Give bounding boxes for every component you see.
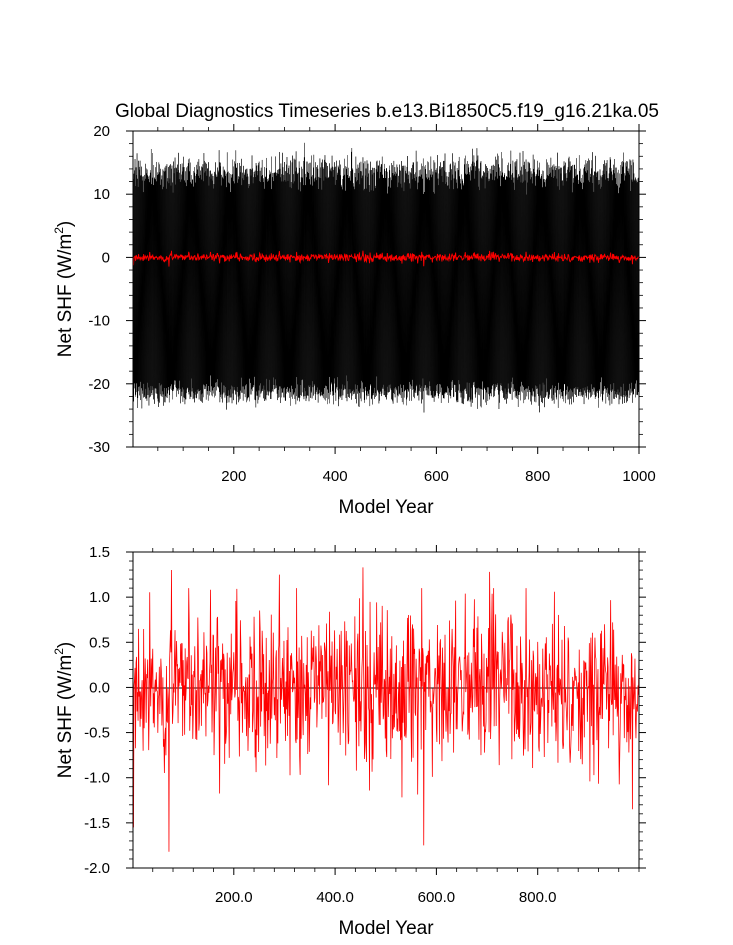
y-tick-label: 1.0 xyxy=(89,589,110,606)
top-y-axis-label: Net SHF (W/m2) xyxy=(52,221,76,358)
y-tick-label: 0 xyxy=(102,249,110,266)
y-tick-label: 10 xyxy=(93,186,110,203)
x-tick-label: 600.0 xyxy=(418,889,456,906)
x-tick-label: 800.0 xyxy=(519,889,557,906)
y-tick-label: -2.0 xyxy=(84,860,110,877)
monthly-series-line xyxy=(132,142,640,413)
bottom-y-axis-label: Net SHF (W/m2) xyxy=(52,642,76,779)
x-tick-label: 800 xyxy=(525,468,550,485)
annual-series-line xyxy=(132,250,640,267)
top-panel: 200 400 600 800 1000 -30 -20 -10 0 10 20 Model Yea… xyxy=(52,123,656,518)
y-tick-label: 20 xyxy=(93,123,110,140)
x-tick-label: 1000 xyxy=(622,468,655,485)
x-tick-label: 200 xyxy=(221,468,246,485)
bottom-panel: 200.0 400.0 600.0 800.0 -2.0 -1.5 -1.0 -0.5 0.0 0… xyxy=(52,544,646,939)
y-tick-label: -10 xyxy=(88,313,110,330)
y-tick-label: 0.0 xyxy=(89,679,110,696)
y-tick-label: 1.5 xyxy=(89,544,110,561)
y-tick-label: 0.5 xyxy=(89,634,110,651)
y-tick-label: -1.0 xyxy=(84,770,110,787)
y-tick-label: -20 xyxy=(88,376,110,393)
x-tick-label: 200.0 xyxy=(215,889,253,906)
x-tick-label: 400.0 xyxy=(316,889,354,906)
top-x-axis-label: Model Year xyxy=(338,497,434,518)
x-tick-label: 400 xyxy=(323,468,348,485)
y-tick-label: -0.5 xyxy=(84,725,110,742)
annual-series-line xyxy=(132,567,640,852)
bottom-x-axis-label: Model Year xyxy=(338,918,434,939)
bottom-plot-frame xyxy=(132,551,640,869)
x-tick-label: 600 xyxy=(424,468,449,485)
top-ticks: 200 400 600 800 1000 -30 -20 -10 0 10 20 xyxy=(88,123,655,485)
y-tick-label: -30 xyxy=(88,439,110,456)
y-tick-label: -1.5 xyxy=(84,815,110,832)
bottom-ticks: 200.0 400.0 600.0 800.0 -2.0 -1.5 -1.0 -0.5 0.0 0… xyxy=(84,544,646,906)
chart-title: Global Diagnostics Timeseries b.e13.Bi18… xyxy=(115,101,659,122)
